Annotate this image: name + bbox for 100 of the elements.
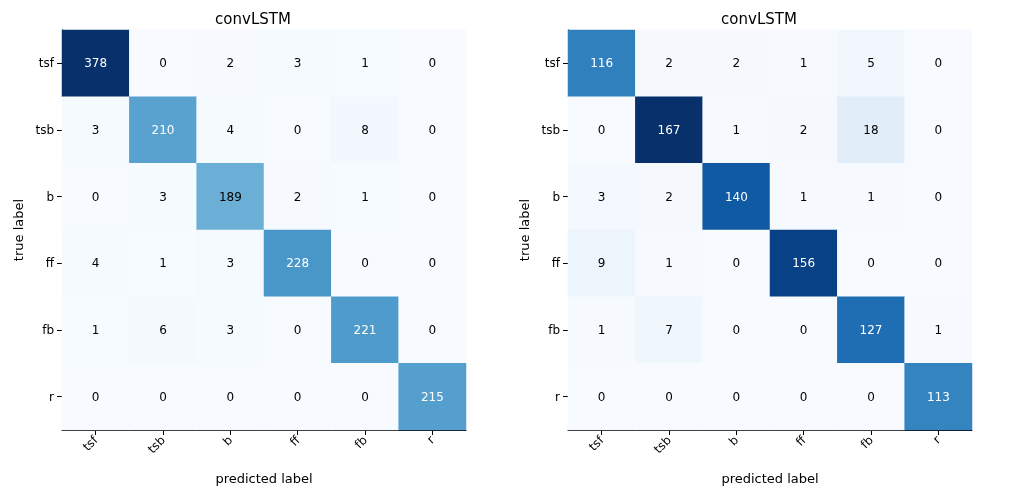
y-tick-label: r	[555, 389, 561, 404]
data-label: 7	[665, 323, 673, 337]
data-label: 1	[732, 123, 741, 137]
data-label: 5	[867, 56, 875, 71]
data-label: 0	[732, 256, 741, 271]
data-label: 0	[732, 323, 741, 337]
y-tick-label: tsb	[35, 123, 54, 137]
x-tick-label: ff	[286, 432, 304, 449]
data-label: 1	[91, 323, 100, 337]
data-label: 0	[91, 189, 100, 204]
y-tick-label: ff	[45, 256, 55, 271]
data-label: 140	[724, 189, 748, 204]
chart-title: convLSTM	[721, 9, 797, 28]
data-label: 127	[859, 323, 883, 337]
x-tick-label: b	[220, 433, 236, 449]
data-label: 0	[934, 189, 943, 204]
data-label: 3	[91, 123, 100, 137]
x-tick-label: ff	[792, 432, 810, 449]
data-label: 221	[353, 323, 377, 337]
data-label: 2	[293, 189, 302, 204]
data-label: 0	[293, 323, 302, 337]
y-tick-label: b	[46, 189, 54, 204]
x-axis-title: predicted label	[721, 471, 819, 486]
y-tick-label: fb	[42, 323, 54, 337]
data-label: 18	[863, 123, 879, 137]
data-label: 0	[799, 323, 808, 337]
data-label: 1	[934, 323, 943, 337]
data-label: 1	[159, 256, 167, 271]
x-tick-label: fb	[351, 433, 370, 452]
y-axis-title: true label	[516, 198, 532, 262]
chart-title: convLSTM	[215, 9, 291, 28]
y-tick-label: fb	[548, 323, 560, 337]
data-label: 0	[428, 256, 437, 271]
data-label: 0	[597, 389, 606, 404]
data-label: 1	[665, 256, 673, 271]
data-label: 167	[657, 123, 681, 137]
data-label: 3	[226, 323, 235, 337]
data-label: 4	[91, 256, 100, 271]
data-label: 0	[799, 389, 808, 404]
data-label: 0	[867, 389, 875, 404]
data-label: 2	[226, 56, 235, 71]
data-label: 2	[665, 189, 673, 204]
data-label: 116	[590, 56, 614, 71]
y-axis-title: true label	[10, 198, 26, 262]
data-label: 0	[226, 389, 235, 404]
data-label: 189	[218, 189, 242, 204]
data-label: 0	[428, 56, 437, 71]
data-label: 0	[867, 256, 875, 271]
data-label: 0	[934, 56, 943, 71]
data-label: 228	[286, 256, 310, 271]
data-label: 0	[91, 389, 100, 404]
y-tick-label: b	[552, 189, 560, 204]
x-tick-label: r	[423, 433, 438, 447]
data-label: 113	[926, 389, 950, 404]
x-tick-label: tsf	[585, 432, 608, 454]
data-label: 0	[159, 56, 167, 71]
data-label: 2	[799, 123, 808, 137]
y-tick-label: ff	[551, 256, 561, 271]
data-label: 0	[293, 123, 302, 137]
data-label: 0	[934, 256, 943, 271]
data-label: 3	[597, 189, 606, 204]
data-label: 1	[799, 56, 808, 71]
x-tick-label: tsb	[144, 433, 168, 457]
y-tick-label: tsb	[541, 123, 560, 137]
data-label: 2	[665, 56, 673, 71]
data-label: 0	[597, 123, 606, 137]
data-label: 0	[428, 323, 437, 337]
x-tick-label: fb	[857, 433, 876, 452]
x-tick-label: b	[726, 433, 742, 449]
data-label: 378	[84, 56, 108, 71]
y-tick-label: r	[49, 389, 55, 404]
data-label: 210	[151, 123, 175, 137]
data-label: 1	[361, 189, 369, 204]
data-label: 3	[293, 56, 302, 71]
data-label: 0	[934, 123, 943, 137]
x-tick-label: r	[929, 433, 944, 447]
data-label: 3	[226, 256, 235, 271]
data-label: 156	[792, 256, 816, 271]
x-tick-label: tsf	[79, 432, 102, 454]
data-label: 2	[732, 56, 741, 71]
data-label: 1	[361, 56, 369, 71]
data-label: 1	[799, 189, 808, 204]
data-label: 0	[732, 389, 741, 404]
data-label: 0	[428, 123, 437, 137]
data-label: 0	[665, 389, 673, 404]
x-axis-title: predicted label	[215, 471, 313, 486]
data-label: 3	[159, 189, 167, 204]
data-label: 8	[361, 123, 369, 137]
data-label: 1	[597, 323, 606, 337]
data-label: 0	[361, 389, 369, 404]
data-label: 0	[159, 389, 167, 404]
data-label: 6	[159, 323, 167, 337]
data-label: 215	[420, 389, 444, 404]
y-tick-label: tsf	[38, 56, 55, 71]
data-label: 1	[867, 189, 875, 204]
data-label: 0	[361, 256, 369, 271]
x-tick-label: tsb	[650, 433, 674, 457]
data-label: 0	[428, 189, 437, 204]
y-tick-label: tsf	[544, 56, 561, 71]
data-label: 0	[293, 389, 302, 404]
